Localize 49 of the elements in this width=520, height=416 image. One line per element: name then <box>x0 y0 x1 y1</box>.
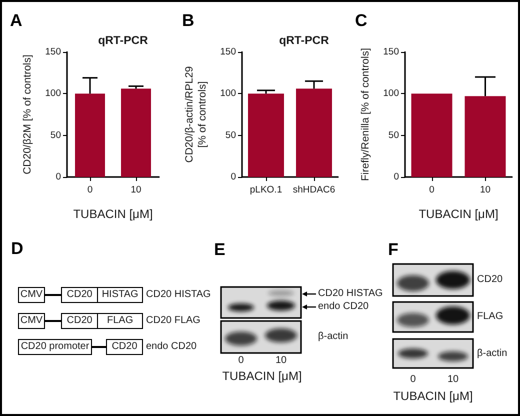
chart-title: qRT-PCR <box>98 35 149 47</box>
y-tick-label: 50 <box>50 130 61 141</box>
y-tick-label: 0 <box>394 172 399 182</box>
chart-title: qRT-PCR <box>279 35 330 47</box>
x-tick-label: 0 <box>429 184 434 196</box>
text: endo CD20 <box>318 301 369 312</box>
y-tick-label: 100 <box>45 88 61 100</box>
y-tick-label: 150 <box>45 46 61 58</box>
text: endo CD20 <box>146 341 197 352</box>
text: CD20 FLAG <box>146 315 200 326</box>
text: β-actin <box>477 348 508 359</box>
y-tick-label: 0 <box>230 172 236 182</box>
x-tick-label: shHDAC6 <box>292 184 336 196</box>
x-axis-title: TUBACIN [μM] <box>418 207 498 221</box>
text: CD20 HISTAG <box>146 289 211 300</box>
text: β-actin <box>318 331 348 342</box>
y-axis-title: Firefly/Renilla [% of controls] <box>360 48 372 182</box>
y-tick-label: 50 <box>388 130 399 141</box>
x-tick-label: 10 <box>130 184 142 196</box>
text: F <box>388 240 398 259</box>
text: A <box>10 11 22 30</box>
y-tick-label: 100 <box>383 88 399 100</box>
category-label: 10 <box>447 374 459 385</box>
category-label: 0 <box>410 374 416 385</box>
text: CD20 <box>477 274 503 285</box>
construct-diagram: CMV CD20 HISTAG <box>18 287 143 303</box>
x-tick-label: 0 <box>87 184 93 196</box>
x-tick-label: 10 <box>480 184 491 196</box>
text: D <box>11 239 24 258</box>
construct-diagram: CD20 promoter CD20 <box>18 339 143 355</box>
y-tick-label: 150 <box>383 46 399 58</box>
text: CD20 HISTAG <box>318 288 383 299</box>
text: B <box>182 11 194 30</box>
y-axis-title: CD20/β-actin/RPL29 [% of controls] <box>184 66 209 163</box>
category-label: 0 <box>238 355 244 366</box>
y-tick-label: 150 <box>220 46 236 58</box>
text: FLAG <box>477 311 504 322</box>
text: TUBACIN [μM] <box>222 369 302 383</box>
text: TUBACIN [μM] <box>393 389 473 403</box>
y-tick-label: 100 <box>220 88 236 100</box>
y-tick-label: 50 <box>225 130 236 141</box>
x-axis-title: TUBACIN [μM] <box>73 207 153 221</box>
text: E <box>214 240 226 259</box>
category-label: 10 <box>275 355 287 366</box>
y-tick-label: 0 <box>56 172 61 182</box>
x-tick-label: pLKO.1 <box>250 184 282 196</box>
y-axis-title: CD20/β2M [% of controls] <box>22 54 34 174</box>
text: C <box>355 11 368 30</box>
construct-diagram: CMV CD20 FLAG <box>18 313 143 329</box>
